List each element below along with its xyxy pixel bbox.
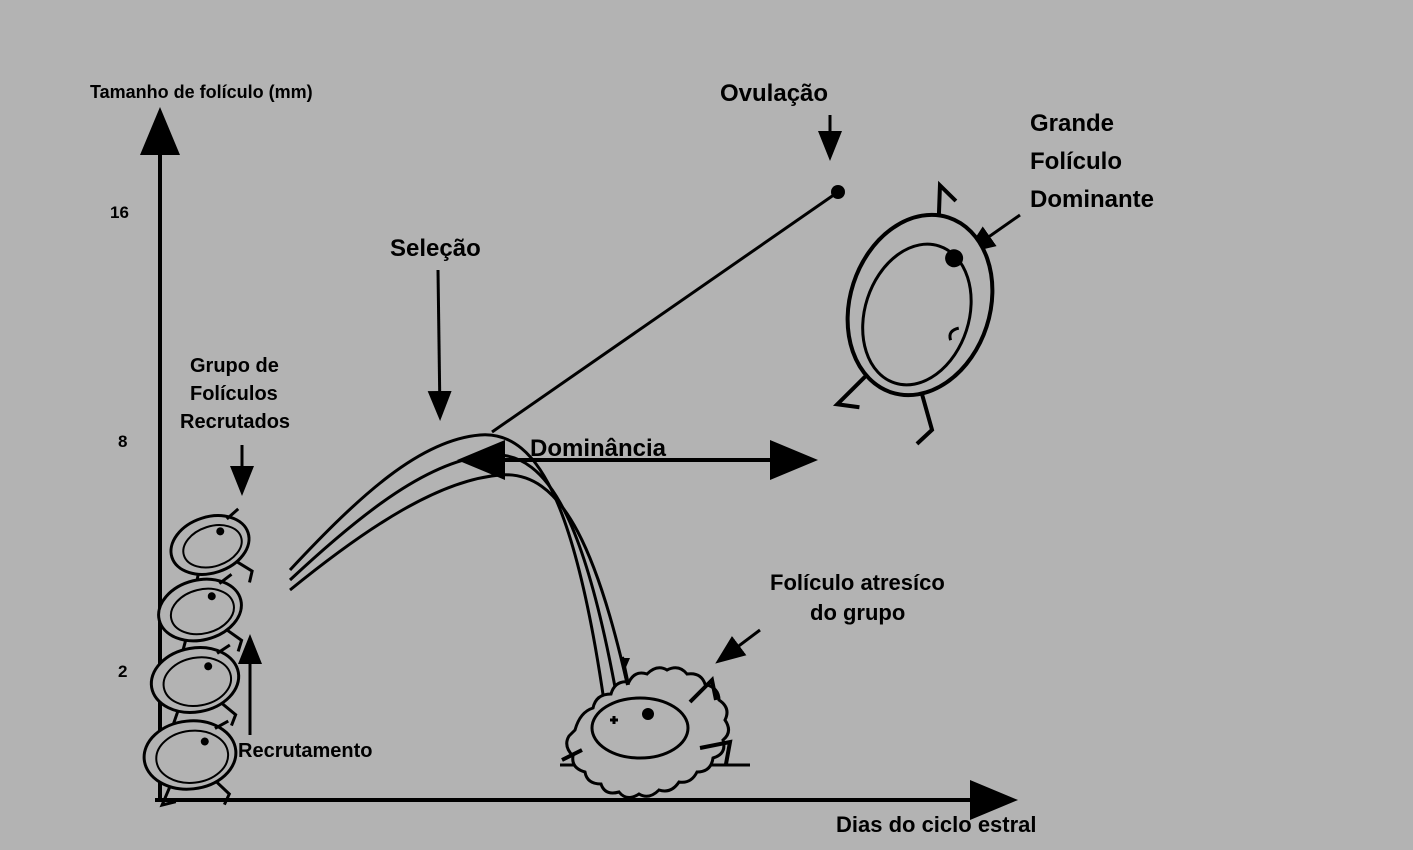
label-grupo-3: Recrutados: [180, 411, 290, 434]
label-dominancia: Dominância: [530, 435, 666, 463]
label-ovulacao: Ovulação: [720, 80, 828, 108]
label-selecao: Seleção: [390, 235, 481, 263]
atretic-follicle-icon: [560, 657, 750, 798]
diagram-stage: Tamanho de folículo (mm) Dias do ciclo e…: [0, 0, 1413, 850]
y-axis-label: Tamanho de folículo (mm): [90, 82, 313, 103]
x-axis-label: Dias do ciclo estral: [836, 812, 1037, 838]
label-atresico-2: do grupo: [810, 600, 905, 626]
selecao-arrow: [438, 270, 440, 415]
y-tick-8: 8: [118, 432, 127, 452]
label-grupo-1: Grupo de: [190, 355, 279, 378]
label-grande-foliculo-3: Dominante: [1030, 186, 1154, 214]
label-atresico-1: Folículo atresíco: [770, 570, 945, 596]
label-recrutamento: Recrutamento: [238, 740, 372, 763]
atretic-curves: [290, 435, 640, 745]
dominant-line: [492, 185, 845, 432]
atresico-arrow: [720, 630, 760, 660]
dominant-follicle-icon: [812, 169, 1023, 453]
label-grupo-2: Folículos: [190, 383, 278, 406]
y-tick-16: 16: [110, 203, 129, 223]
label-grande-foliculo-2: Folículo: [1030, 148, 1122, 176]
label-grande-foliculo-1: Grande: [1030, 110, 1114, 138]
y-tick-2: 2: [118, 662, 127, 682]
